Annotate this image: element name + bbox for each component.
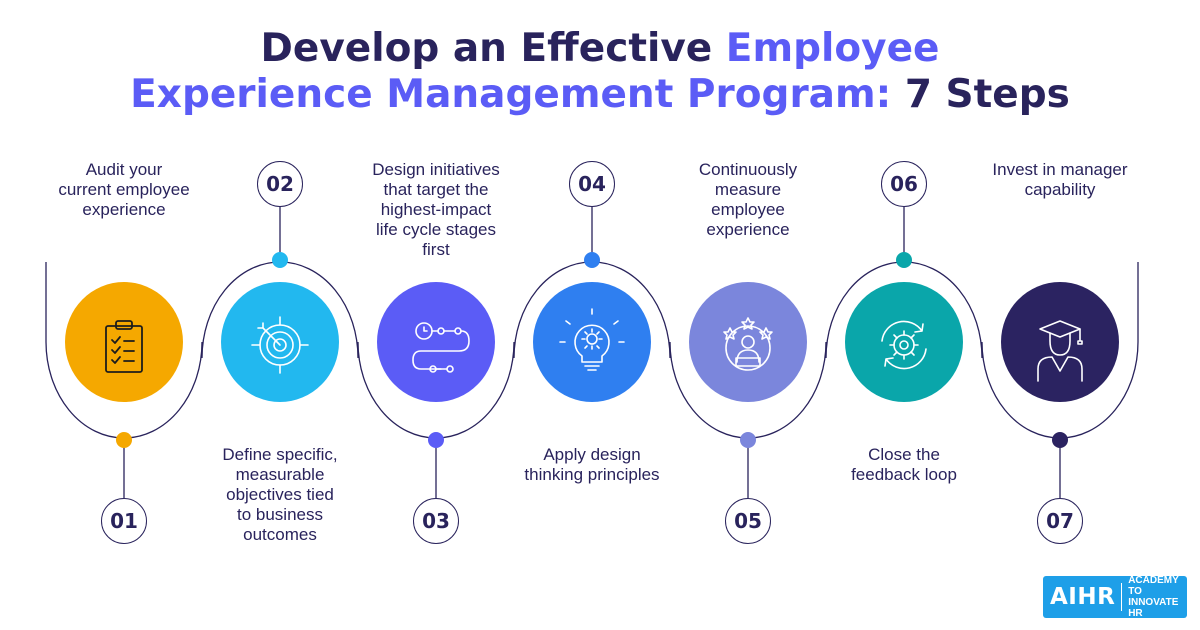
step-number-05: 05 <box>725 498 771 544</box>
connector-dot-02 <box>272 252 288 268</box>
step-circle-05 <box>689 282 807 402</box>
graduate-icon <box>1037 320 1083 382</box>
step-circle-01 <box>65 282 183 402</box>
clipboard-checklist-icon <box>105 320 143 373</box>
lightbulb-gear-icon <box>559 308 625 371</box>
step-label-02: Define specific, measurable objectives t… <box>185 445 375 545</box>
page-title: Develop an Effective Employee Experience … <box>0 26 1200 118</box>
step-label-05: Continuously measure employee experience <box>653 160 843 240</box>
feedback-cycle-icon <box>881 320 927 370</box>
step-label-03: Design initiatives that target the highe… <box>341 160 531 260</box>
step-07-line-2: capability <box>1024 180 1096 199</box>
logo-mark: AIHR <box>1050 584 1116 610</box>
logo-line-2: INNOVATE HR <box>1128 597 1179 619</box>
step-02-line-1: Define specific, <box>222 445 338 464</box>
title-part-4: 7 Steps <box>904 72 1070 117</box>
step-05-line-1: Continuously <box>698 160 798 179</box>
step-01-line-2: current employee <box>58 180 190 199</box>
aihr-logo: AIHR ACADEMY TO INNOVATE HR <box>1043 575 1187 619</box>
step-04-line-2: thinking principles <box>524 465 660 484</box>
step-03-line-3: highest-impact <box>380 200 492 219</box>
connector-dot-05 <box>740 432 756 448</box>
step-06-line-2: feedback loop <box>851 465 957 484</box>
connector-dot-01 <box>116 432 132 448</box>
connector-dot-03 <box>428 432 444 448</box>
step-05-line-2: measure <box>714 180 782 199</box>
employee-rating-icon <box>723 317 773 371</box>
title-part-2: Employee <box>725 26 940 71</box>
step-07-line-1: Invest in manager <box>992 160 1128 179</box>
step-circle-03 <box>377 282 495 402</box>
step-05-line-3: employee <box>711 200 785 219</box>
logo-divider <box>1121 583 1123 611</box>
step-label-01: Audit your current employee experience <box>29 160 219 220</box>
step-02-line-2: measurable <box>235 465 325 484</box>
title-part-1: Develop an Effective <box>260 26 726 71</box>
step-03-line-4: life cycle stages <box>376 220 496 239</box>
step-number-04: 04 <box>569 161 615 207</box>
step-04-line-1: Apply design <box>543 445 641 464</box>
target-icon <box>251 316 309 374</box>
step-circle-04 <box>533 282 651 402</box>
connector-dot-04 <box>584 252 600 268</box>
step-label-07: Invest in manager capability <box>965 160 1155 200</box>
step-circle-02 <box>221 282 339 402</box>
step-02-line-5: outcomes <box>243 525 317 544</box>
connector-dot-06 <box>896 252 912 268</box>
step-03-line-5: first <box>422 240 450 259</box>
logo-text: ACADEMY TO INNOVATE HR <box>1128 575 1187 619</box>
journey-path-icon <box>412 322 470 373</box>
step-number-03: 03 <box>413 498 459 544</box>
step-02-line-3: objectives tied <box>226 485 334 504</box>
step-circle-07 <box>1001 282 1119 402</box>
step-01-line-3: experience <box>82 200 166 219</box>
step-05-line-4: experience <box>706 220 790 239</box>
step-03-line-2: that target the <box>383 180 489 199</box>
step-number-07: 07 <box>1037 498 1083 544</box>
step-number-02: 02 <box>257 161 303 207</box>
logo-line-1: ACADEMY TO <box>1128 575 1179 597</box>
step-circle-06 <box>845 282 963 402</box>
wave-connector-line <box>45 207 1139 498</box>
step-06-line-1: Close the <box>868 445 940 464</box>
step-number-06: 06 <box>881 161 927 207</box>
step-01-line-1: Audit your <box>85 160 163 179</box>
step-number-01: 01 <box>101 498 147 544</box>
connector-dot-07 <box>1052 432 1068 448</box>
step-03-line-1: Design initiatives <box>372 160 500 179</box>
step-02-line-4: to business <box>237 505 323 524</box>
step-label-04: Apply design thinking principles <box>497 445 687 485</box>
title-part-3: Experience Management Program: <box>130 72 905 117</box>
step-label-06: Close the feedback loop <box>809 445 999 485</box>
